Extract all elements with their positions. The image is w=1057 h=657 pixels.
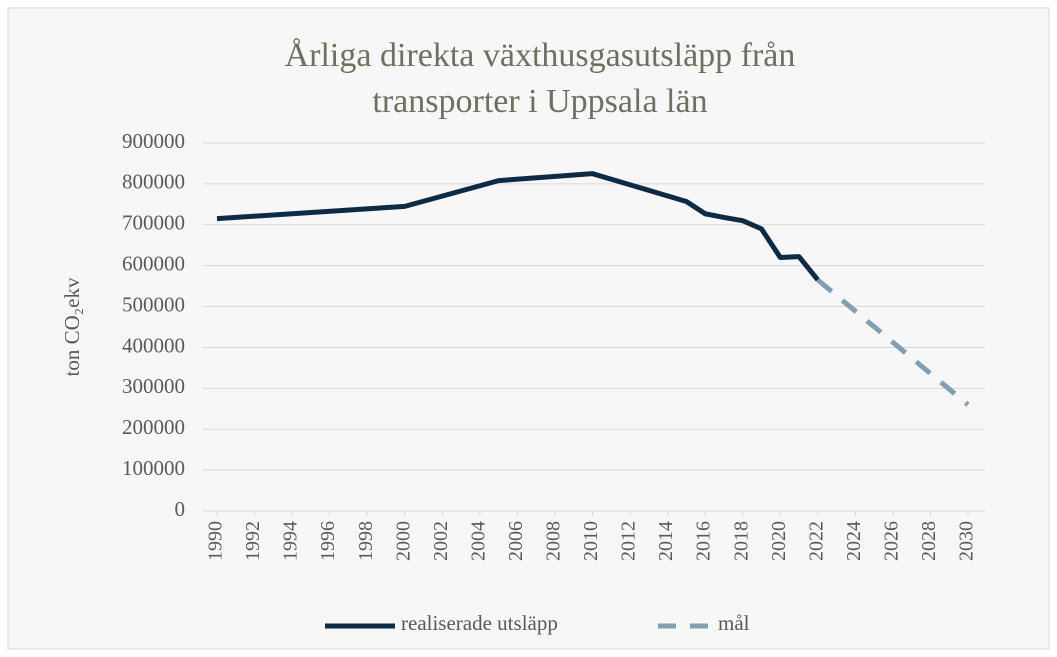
x-tick-label: 1992 <box>242 521 264 561</box>
x-tick-label: 2008 <box>543 521 565 561</box>
chart-title: Årliga direkta växthusgasutsläpp från <box>285 37 796 74</box>
x-tick-label: 2004 <box>467 521 489 561</box>
x-tick-label: 2016 <box>693 521 715 561</box>
x-tick-label: 1996 <box>317 521 339 561</box>
x-tick-label: 2026 <box>880 521 902 561</box>
x-tick-label: 1990 <box>205 521 227 561</box>
legend-label: realiserade utsläpp <box>401 611 558 635</box>
x-tick-label: 2014 <box>655 521 677 561</box>
y-tick-label: 0 <box>175 497 186 521</box>
y-tick-label: 200000 <box>122 415 185 439</box>
data-line <box>816 278 970 407</box>
y-tick-label: 400000 <box>122 333 185 357</box>
x-tick-label: 2020 <box>768 521 790 561</box>
y-axis-label: ton CO₂ekv <box>60 277 84 376</box>
y-tick-label: 900000 <box>122 129 185 153</box>
y-tick-label: 700000 <box>122 211 185 235</box>
x-tick-label: 2000 <box>392 521 414 561</box>
y-tick-label: 600000 <box>122 251 185 275</box>
y-tick-label: 100000 <box>122 456 185 480</box>
x-tick-label: 2012 <box>618 521 640 561</box>
data-line <box>216 171 820 282</box>
x-tick-label: 2022 <box>805 521 827 561</box>
x-tick-label: 2006 <box>505 521 527 561</box>
chart-title: transporter i Uppsala län <box>372 83 707 120</box>
x-tick-label: 2024 <box>843 521 865 561</box>
y-tick-label: 500000 <box>122 292 185 316</box>
x-tick-label: 2018 <box>730 521 752 561</box>
y-tick-label: 300000 <box>122 374 185 398</box>
x-tick-label: 2002 <box>430 521 452 561</box>
x-tick-label: 2030 <box>956 521 978 561</box>
legend-label: mål <box>718 611 750 635</box>
x-tick-label: 1994 <box>280 521 302 561</box>
x-tick-label: 2028 <box>918 521 940 561</box>
x-tick-label: 1998 <box>355 521 377 561</box>
x-tick-label: 2010 <box>580 521 602 561</box>
y-tick-label: 800000 <box>122 170 185 194</box>
